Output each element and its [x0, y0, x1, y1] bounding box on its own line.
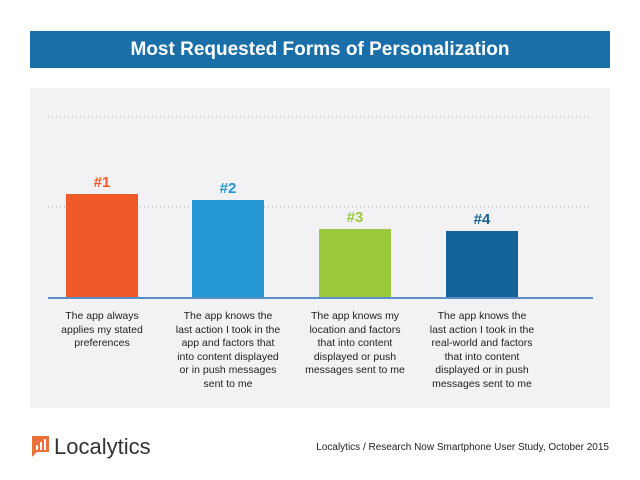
bar-3	[319, 229, 391, 297]
data-label-1: #1	[94, 174, 111, 191]
data-label-3: #3	[347, 209, 364, 226]
source-note: Localytics / Research Now Smartphone Use…	[316, 442, 609, 453]
data-label-2: #2	[220, 180, 237, 197]
chart-title: Most Requested Forms of Personalization	[30, 31, 610, 68]
bar-2	[192, 200, 264, 297]
category-label-4: The app knows the last action I took in t…	[429, 310, 535, 390]
bar-4	[446, 231, 518, 297]
localytics-logo: Localytics	[32, 434, 151, 460]
category-label-1: The app always applies my stated preferenc…	[61, 310, 143, 349]
category-label-3: The app knows my location and factors that…	[305, 310, 405, 376]
category-label-2: The app knows the last action I took in t…	[175, 310, 281, 390]
logo-icon	[32, 436, 49, 457]
bar-1	[66, 194, 138, 297]
brand-name: Localytics	[54, 434, 151, 459]
data-label-4: #4	[474, 211, 491, 228]
